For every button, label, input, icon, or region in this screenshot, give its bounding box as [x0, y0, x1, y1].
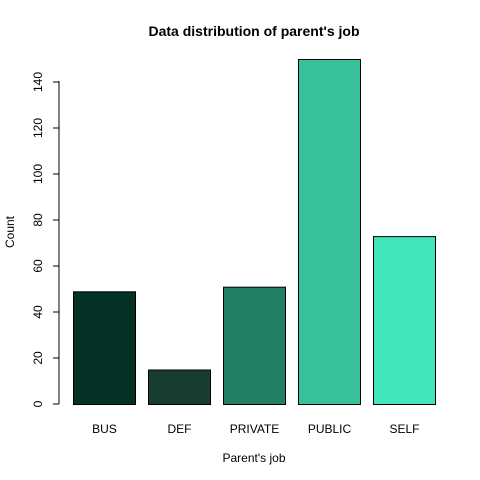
y-tick-label: 40 [31, 305, 45, 319]
x-category-label: DEF [168, 422, 192, 436]
y-axis-label: Count [3, 215, 17, 248]
x-axis-category-labels: BUS DEF PRIVATE PUBLIC SELF [92, 422, 419, 436]
y-tick-label: 100 [31, 164, 45, 184]
chart-title: Data distribution of parent's job [149, 23, 360, 39]
x-category-label: PUBLIC [308, 422, 352, 436]
y-tick-label: 140 [31, 72, 45, 92]
bars-group [73, 59, 436, 406]
x-category-label: PRIVATE [230, 422, 280, 436]
x-category-label: SELF [389, 422, 419, 436]
bar-private [223, 286, 286, 406]
x-category-label: BUS [92, 422, 117, 436]
y-axis-ticks: 0 20 40 60 80 100 120 140 [31, 72, 59, 407]
y-tick-label: 60 [31, 259, 45, 273]
bar-self [373, 236, 436, 405]
y-tick-label: 120 [31, 118, 45, 138]
bar-bus [73, 291, 136, 405]
bar-def [148, 369, 211, 405]
y-tick-label: 0 [31, 400, 45, 407]
y-tick-label: 20 [31, 351, 45, 365]
bar-public [298, 59, 361, 405]
x-axis-label: Parent's job [223, 451, 286, 465]
y-tick-label: 80 [31, 213, 45, 227]
